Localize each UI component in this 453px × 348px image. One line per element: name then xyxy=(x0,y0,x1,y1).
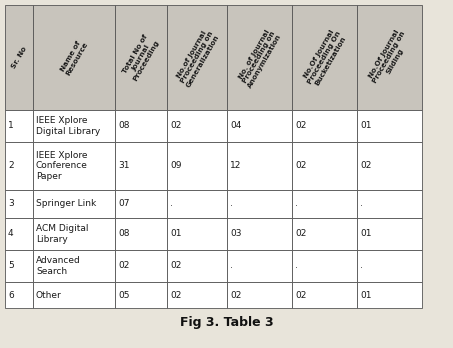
Text: 01: 01 xyxy=(170,229,182,238)
Text: 4: 4 xyxy=(8,229,14,238)
Bar xyxy=(5,282,33,308)
Bar xyxy=(227,282,292,308)
Text: .: . xyxy=(360,199,363,208)
Bar xyxy=(5,190,33,218)
Text: No. of Journal
Proceeding on
Anonymization: No. of Journal Proceeding on Anonymizati… xyxy=(236,26,283,89)
Bar xyxy=(357,110,422,142)
Text: 02: 02 xyxy=(170,121,181,130)
Bar xyxy=(33,142,115,190)
Bar xyxy=(33,110,115,142)
Text: IEEE Xplore
Conference
Paper: IEEE Xplore Conference Paper xyxy=(36,151,88,181)
Bar xyxy=(357,142,422,190)
Text: 02: 02 xyxy=(170,261,181,270)
Bar xyxy=(115,218,167,250)
Text: 2: 2 xyxy=(8,161,14,171)
Bar xyxy=(5,250,33,282)
Text: 03: 03 xyxy=(230,229,241,238)
Bar xyxy=(292,190,357,218)
Text: No.Of Journal
Proceeding on
Sliding: No.Of Journal Proceeding on Sliding xyxy=(366,27,412,88)
Text: 01: 01 xyxy=(360,121,371,130)
Text: 04: 04 xyxy=(230,121,241,130)
Bar xyxy=(115,282,167,308)
Bar xyxy=(357,282,422,308)
Bar xyxy=(227,250,292,282)
Text: 05: 05 xyxy=(118,291,130,300)
Text: .: . xyxy=(230,261,233,270)
Bar xyxy=(167,250,227,282)
Bar xyxy=(357,5,422,110)
Text: 6: 6 xyxy=(8,291,14,300)
Text: 02: 02 xyxy=(360,161,371,171)
Bar xyxy=(227,190,292,218)
Bar xyxy=(227,110,292,142)
Text: 01: 01 xyxy=(360,229,371,238)
Bar xyxy=(115,110,167,142)
Bar xyxy=(115,142,167,190)
Bar xyxy=(5,5,33,110)
Bar xyxy=(292,250,357,282)
Text: 09: 09 xyxy=(170,161,182,171)
Text: 5: 5 xyxy=(8,261,14,270)
Bar xyxy=(167,282,227,308)
Bar xyxy=(227,142,292,190)
Text: 3: 3 xyxy=(8,199,14,208)
Text: IEEE Xplore
Digital Library: IEEE Xplore Digital Library xyxy=(36,116,100,136)
Text: Advanced
Search: Advanced Search xyxy=(36,256,81,276)
Text: 08: 08 xyxy=(118,229,130,238)
Bar xyxy=(115,5,167,110)
Text: .: . xyxy=(295,199,298,208)
Text: 02: 02 xyxy=(230,291,241,300)
Bar xyxy=(167,142,227,190)
Bar xyxy=(33,190,115,218)
Bar xyxy=(5,110,33,142)
Bar xyxy=(33,5,115,110)
Text: Sr. No: Sr. No xyxy=(10,46,28,69)
Text: 12: 12 xyxy=(230,161,241,171)
Text: 02: 02 xyxy=(118,261,130,270)
Bar xyxy=(292,282,357,308)
Text: 02: 02 xyxy=(295,161,306,171)
Text: 02: 02 xyxy=(170,291,181,300)
Bar xyxy=(5,142,33,190)
Text: Springer Link: Springer Link xyxy=(36,199,96,208)
Bar xyxy=(167,218,227,250)
Bar xyxy=(5,218,33,250)
Text: No.Of Journal
Proceeding On
Bucketization: No.Of Journal Proceeding On Bucketizatio… xyxy=(301,27,348,88)
Bar xyxy=(292,142,357,190)
Text: Other: Other xyxy=(36,291,62,300)
Bar xyxy=(357,218,422,250)
Bar xyxy=(33,250,115,282)
Bar xyxy=(167,5,227,110)
Text: 31: 31 xyxy=(118,161,130,171)
Text: No.of Journal
Proceeding on
Generalization: No.of Journal Proceeding on Generalizati… xyxy=(174,27,220,88)
Text: Fig 3. Table 3: Fig 3. Table 3 xyxy=(180,316,273,329)
Text: .: . xyxy=(170,199,173,208)
Bar xyxy=(33,282,115,308)
Bar xyxy=(33,218,115,250)
Text: .: . xyxy=(230,199,233,208)
Bar xyxy=(167,190,227,218)
Text: 07: 07 xyxy=(118,199,130,208)
Bar xyxy=(357,250,422,282)
Bar xyxy=(357,190,422,218)
Bar xyxy=(115,250,167,282)
Text: .: . xyxy=(295,261,298,270)
Text: 01: 01 xyxy=(360,291,371,300)
Text: Total No of
Journal
Proceeding: Total No of Journal Proceeding xyxy=(121,33,161,82)
Text: Name of
Resource: Name of Resource xyxy=(59,38,89,77)
Text: ACM Digital
Library: ACM Digital Library xyxy=(36,224,88,244)
Text: 02: 02 xyxy=(295,121,306,130)
Bar xyxy=(227,218,292,250)
Text: 02: 02 xyxy=(295,229,306,238)
Text: .: . xyxy=(360,261,363,270)
Text: 1: 1 xyxy=(8,121,14,130)
Bar xyxy=(292,110,357,142)
Bar xyxy=(115,190,167,218)
Bar xyxy=(227,5,292,110)
Bar xyxy=(167,110,227,142)
Text: 08: 08 xyxy=(118,121,130,130)
Bar xyxy=(292,5,357,110)
Bar xyxy=(292,218,357,250)
Text: 02: 02 xyxy=(295,291,306,300)
